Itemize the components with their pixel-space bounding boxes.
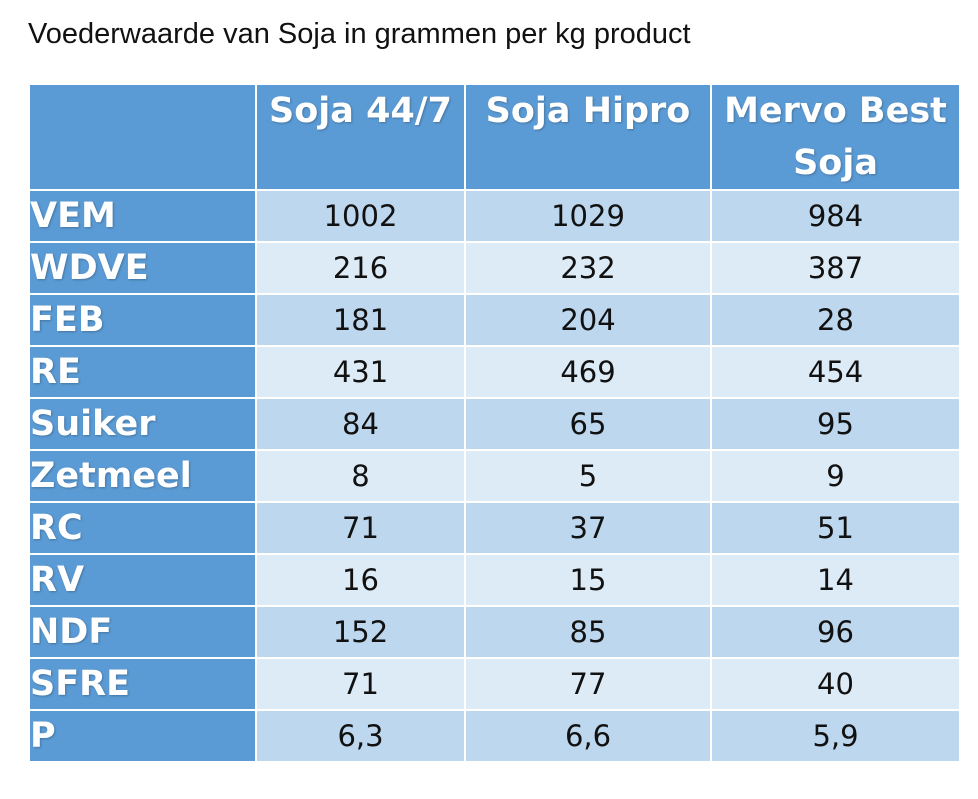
corner-header-cell [28, 83, 257, 191]
table-cell: 15 [464, 553, 712, 607]
table-cell: 152 [255, 605, 466, 659]
row-label: P [28, 709, 257, 763]
table-cell: 9 [710, 449, 961, 503]
table-cell: 6,6 [464, 709, 712, 763]
table-cell: 454 [710, 345, 961, 399]
table-row: Zetmeel 8 5 9 [28, 449, 961, 503]
row-label: Zetmeel [28, 449, 257, 503]
table-cell: 1002 [255, 189, 466, 243]
table-cell: 71 [255, 501, 466, 555]
table-cell: 85 [464, 605, 712, 659]
table-row: RV 16 15 14 [28, 553, 961, 607]
row-label: NDF [28, 605, 257, 659]
table-cell: 181 [255, 293, 466, 347]
table-cell: 77 [464, 657, 712, 711]
table-row: RC 71 37 51 [28, 501, 961, 555]
table-cell: 5 [464, 449, 712, 503]
table-cell: 40 [710, 657, 961, 711]
table-row: Suiker 84 65 95 [28, 397, 961, 451]
table-cell: 95 [710, 397, 961, 451]
table-cell: 51 [710, 501, 961, 555]
table-cell: 84 [255, 397, 466, 451]
nutrition-table: Soja 44/7 Soja Hipro Mervo Best Soja VEM… [28, 83, 961, 763]
table-cell: 65 [464, 397, 712, 451]
row-label: RV [28, 553, 257, 607]
table-header-row: Soja 44/7 Soja Hipro Mervo Best Soja [28, 83, 961, 191]
column-header: Mervo Best Soja [710, 83, 961, 191]
table-cell: 28 [710, 293, 961, 347]
table-cell: 37 [464, 501, 712, 555]
row-label: FEB [28, 293, 257, 347]
table-row: P 6,3 6,6 5,9 [28, 709, 961, 763]
table-row: RE 431 469 454 [28, 345, 961, 399]
row-label: SFRE [28, 657, 257, 711]
table-cell: 387 [710, 241, 961, 295]
table-row: WDVE 216 232 387 [28, 241, 961, 295]
row-label: Suiker [28, 397, 257, 451]
row-label: RC [28, 501, 257, 555]
table-cell: 16 [255, 553, 466, 607]
table-cell: 8 [255, 449, 466, 503]
table-cell: 204 [464, 293, 712, 347]
table-cell: 96 [710, 605, 961, 659]
table-cell: 984 [710, 189, 961, 243]
table-cell: 6,3 [255, 709, 466, 763]
table-cell: 216 [255, 241, 466, 295]
table-row: VEM 1002 1029 984 [28, 189, 961, 243]
table-cell: 431 [255, 345, 466, 399]
column-header: Soja Hipro [464, 83, 712, 191]
table-cell: 5,9 [710, 709, 961, 763]
table-cell: 1029 [464, 189, 712, 243]
table-cell: 232 [464, 241, 712, 295]
table-row: SFRE 71 77 40 [28, 657, 961, 711]
table-cell: 71 [255, 657, 466, 711]
column-header: Soja 44/7 [255, 83, 466, 191]
row-label: WDVE [28, 241, 257, 295]
row-label: RE [28, 345, 257, 399]
table-cell: 14 [710, 553, 961, 607]
table-row: FEB 181 204 28 [28, 293, 961, 347]
row-label: VEM [28, 189, 257, 243]
table-cell: 469 [464, 345, 712, 399]
document-caption: Voederwaarde van Soja in grammen per kg … [28, 18, 691, 50]
table-row: NDF 152 85 96 [28, 605, 961, 659]
